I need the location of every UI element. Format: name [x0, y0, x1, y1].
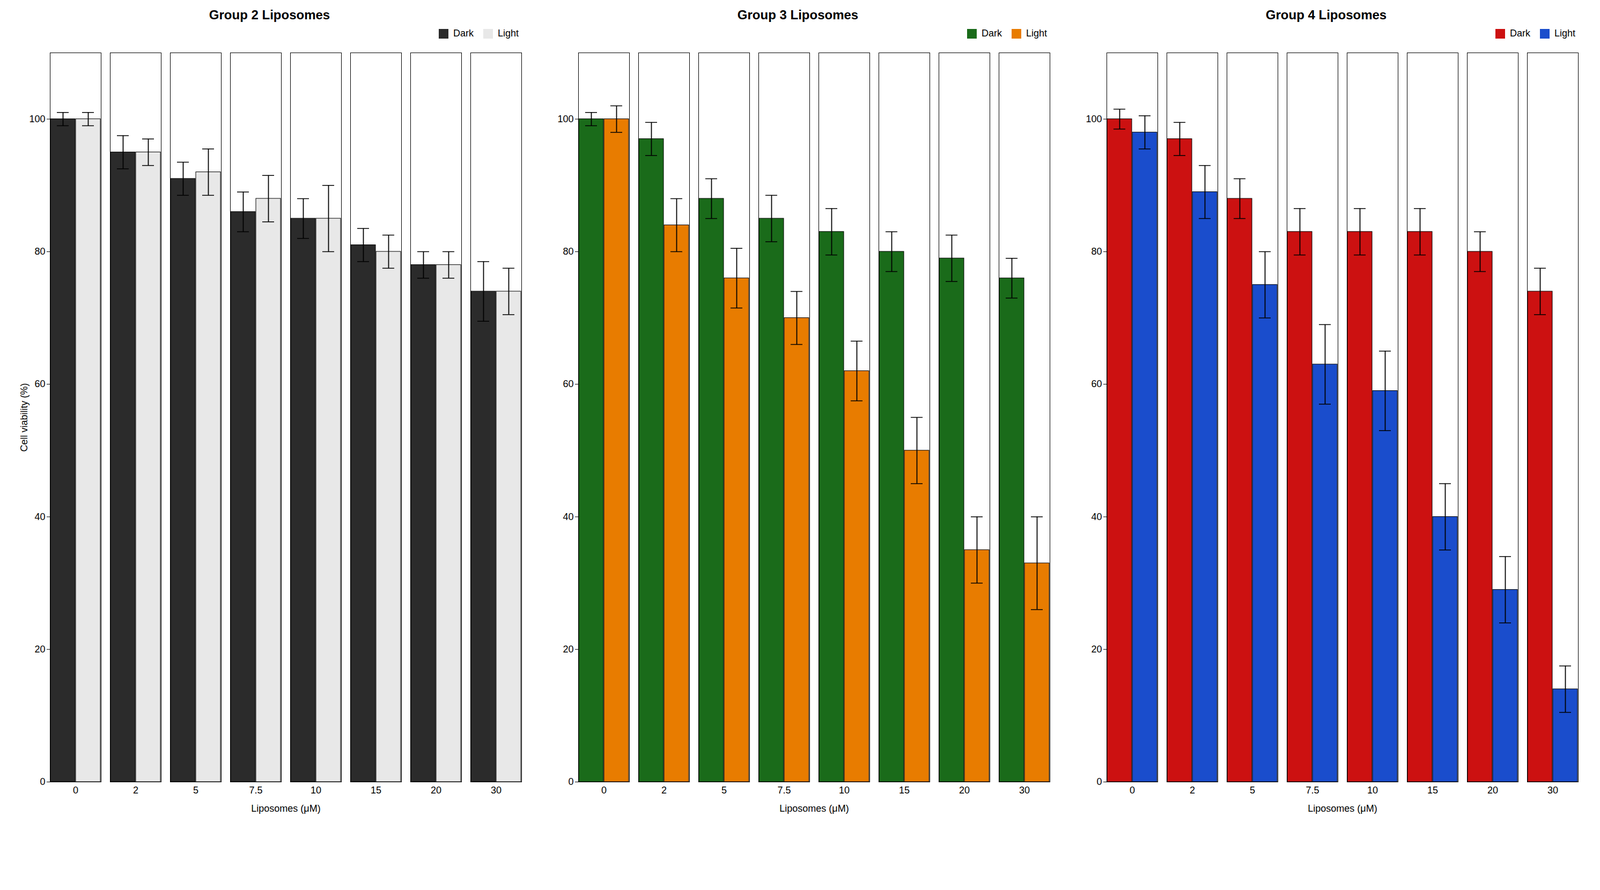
- svg-text:30: 30: [1019, 785, 1030, 796]
- svg-text:100: 100: [28, 113, 46, 125]
- html-text:Dark: Dark: [1509, 27, 1531, 39]
- svg-text:15: 15: [898, 785, 910, 796]
- svg-text:Liposomes (μM): Liposomes (μM): [779, 803, 849, 815]
- svg-text:0: 0: [72, 785, 79, 796]
- svg-text:0: 0: [1096, 776, 1102, 788]
- svg-text:5: 5: [721, 785, 727, 796]
- svg-text:0: 0: [568, 776, 574, 788]
- svg-text:2: 2: [133, 785, 139, 796]
- html-text:Group 3 Liposomes: Group 3 Liposomes: [737, 7, 859, 22]
- svg-text:80: 80: [1090, 246, 1102, 257]
- svg-text:20: 20: [562, 644, 574, 655]
- svg-text:2: 2: [661, 785, 667, 796]
- html-text:Light: Light: [1554, 27, 1576, 39]
- svg-text:7.5: 7.5: [777, 785, 791, 796]
- svg-text:10: 10: [838, 785, 850, 796]
- svg-text:30: 30: [1547, 785, 1559, 796]
- svg-text:80: 80: [34, 246, 46, 257]
- svg-text:20: 20: [34, 644, 46, 655]
- svg-text:10: 10: [310, 785, 322, 796]
- svg-text:5: 5: [193, 785, 199, 796]
- html-text:Group 4 Liposomes: Group 4 Liposomes: [1265, 7, 1387, 22]
- html-text:Dark: Dark: [981, 27, 1002, 39]
- svg-text:40: 40: [34, 511, 46, 523]
- svg-text:40: 40: [1090, 511, 1102, 523]
- svg-text:100: 100: [557, 113, 574, 125]
- svg-text:Cell viability (%): Cell viability (%): [18, 382, 30, 452]
- svg-text:15: 15: [1427, 785, 1439, 796]
- svg-text:5: 5: [1249, 785, 1256, 796]
- svg-text:7.5: 7.5: [248, 785, 263, 796]
- svg-text:10: 10: [1367, 785, 1378, 796]
- svg-text:60: 60: [1090, 378, 1102, 390]
- svg-text:20: 20: [959, 785, 970, 796]
- html-text:Dark: Dark: [453, 27, 474, 39]
- svg-text:20: 20: [1090, 644, 1102, 655]
- html-text:Light: Light: [1026, 27, 1047, 39]
- svg-text:60: 60: [562, 378, 574, 390]
- svg-text:60: 60: [34, 378, 46, 390]
- svg-text:7.5: 7.5: [1305, 785, 1319, 796]
- svg-text:20: 20: [430, 785, 442, 796]
- svg-text:0: 0: [1129, 785, 1135, 796]
- svg-text:Liposomes (μM): Liposomes (μM): [1307, 803, 1377, 815]
- svg-text:15: 15: [370, 785, 382, 796]
- svg-text:100: 100: [1085, 113, 1102, 125]
- svg-text:0: 0: [39, 776, 46, 788]
- svg-text:2: 2: [1189, 785, 1196, 796]
- svg-text:30: 30: [490, 785, 502, 796]
- svg-text:40: 40: [562, 511, 574, 523]
- svg-text:Liposomes (μM): Liposomes (μM): [251, 803, 321, 815]
- svg-text:20: 20: [1487, 785, 1499, 796]
- svg-text:0: 0: [601, 785, 607, 796]
- svg-text:80: 80: [562, 246, 574, 257]
- html-text:Light: Light: [497, 27, 519, 39]
- html-text:Group 2 Liposomes: Group 2 Liposomes: [209, 7, 330, 22]
